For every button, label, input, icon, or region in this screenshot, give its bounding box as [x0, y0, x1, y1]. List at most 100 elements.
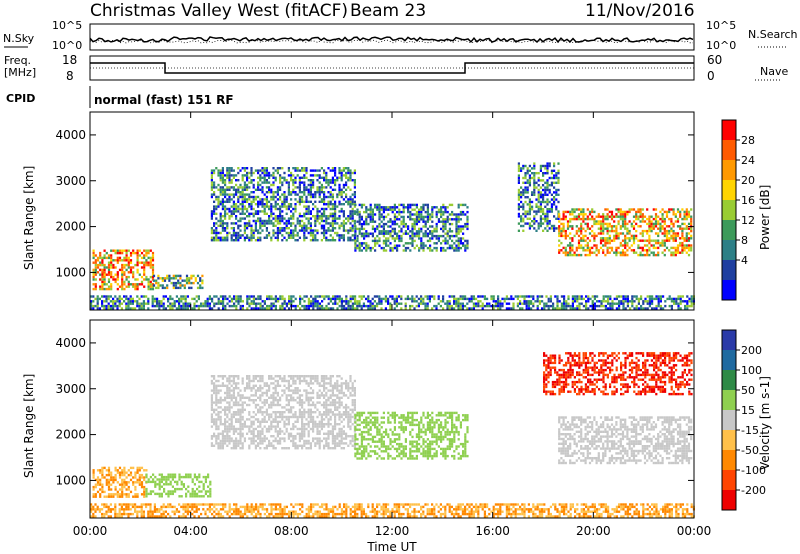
data-cell: [365, 222, 368, 226]
data-cell: [371, 234, 374, 238]
data-cell: [429, 237, 432, 240]
data-cell: [597, 220, 600, 223]
data-cell: [334, 215, 337, 218]
data-cell: [615, 225, 618, 228]
data-cell: [591, 251, 594, 254]
data-cell: [533, 191, 536, 194]
data-cell: [248, 382, 251, 385]
data-cell: [371, 215, 374, 219]
data-cell: [630, 208, 633, 211]
data-cell: [114, 249, 117, 252]
data-cell: [652, 239, 655, 242]
data-cell: [687, 232, 691, 235]
data-cell: [435, 307, 438, 310]
data-cell: [389, 242, 392, 245]
data-cell: [125, 493, 128, 496]
data-cell: [268, 222, 271, 225]
data-cell: [334, 300, 337, 303]
data-cell: [299, 307, 302, 310]
data-cell: [490, 297, 493, 301]
data-cell: [314, 297, 317, 301]
data-cell: [557, 181, 560, 184]
data-cell: [442, 295, 445, 298]
data-cell: [307, 297, 310, 301]
data-cell: [663, 249, 666, 252]
data-cell: [116, 495, 119, 498]
data-cell: [602, 227, 605, 230]
data-cell: [323, 179, 326, 182]
data-cell: [624, 210, 627, 214]
data-cell: [92, 485, 95, 489]
data-cell: [312, 183, 315, 187]
data-cell: [426, 297, 429, 301]
data-cell: [154, 480, 157, 484]
data-cell: [525, 307, 528, 310]
data-cell: [127, 307, 130, 310]
data-cell: [617, 246, 620, 250]
data-cell: [499, 304, 502, 308]
data-cell: [393, 222, 396, 226]
data-cell: [318, 302, 321, 305]
data-cell: [215, 418, 218, 421]
data-cell: [101, 259, 104, 262]
data-cell: [250, 442, 253, 445]
data-cell: [259, 217, 262, 220]
data-cell: [213, 169, 216, 172]
data-cell: [219, 420, 222, 423]
data-cell: [624, 225, 627, 228]
data-cell: [250, 239, 253, 242]
data-cell: [192, 274, 195, 278]
data-cell: [448, 304, 451, 308]
data-cell: [684, 304, 687, 308]
data-cell: [226, 389, 229, 392]
data-cell: [659, 297, 662, 301]
data-cell: [402, 225, 405, 228]
data-cell: [147, 297, 150, 301]
data-cell: [197, 304, 200, 308]
data-cell: [610, 239, 614, 242]
data-cell: [624, 213, 627, 216]
data-cell: [228, 198, 231, 201]
data-cell: [241, 200, 244, 203]
data-cell: [334, 203, 337, 206]
data-cell: [281, 181, 284, 184]
data-cell: [224, 236, 227, 239]
data-cell: [393, 232, 396, 235]
data-cell: [217, 239, 220, 242]
data-cell: [448, 295, 451, 298]
data-cell: [268, 176, 271, 179]
data-cell: [233, 297, 236, 301]
data-cell: [652, 253, 655, 257]
data-cell: [690, 227, 693, 230]
data-cell: [290, 205, 293, 208]
data-cell: [125, 263, 128, 267]
data-cell: [239, 423, 242, 426]
data-cell: [569, 213, 572, 216]
data-cell: [453, 213, 456, 216]
data-cell: [107, 304, 110, 308]
data-cell: [641, 234, 644, 238]
data-cell: [646, 300, 649, 303]
data-cell: [96, 469, 100, 472]
data-cell: [298, 176, 301, 179]
data-cell: [179, 284, 182, 287]
data-cell: [217, 236, 220, 239]
data-cell: [156, 492, 159, 496]
data-cell: [624, 295, 627, 298]
data-cell: [105, 307, 108, 310]
data-cell: [285, 195, 288, 199]
data-cell: [595, 249, 598, 252]
data-cell: [235, 239, 238, 242]
data-cell: [556, 300, 559, 303]
data-cell: [415, 234, 418, 238]
data-cell: [558, 234, 561, 238]
data-cell: [544, 167, 547, 170]
data-cell: [314, 200, 317, 203]
data-cell: [576, 304, 579, 308]
data-cell: [546, 179, 549, 182]
data-cell: [270, 304, 273, 308]
data-cell: [314, 222, 317, 225]
data-cell: [241, 304, 244, 308]
data-cell: [542, 198, 545, 201]
data-cell: [103, 287, 106, 291]
